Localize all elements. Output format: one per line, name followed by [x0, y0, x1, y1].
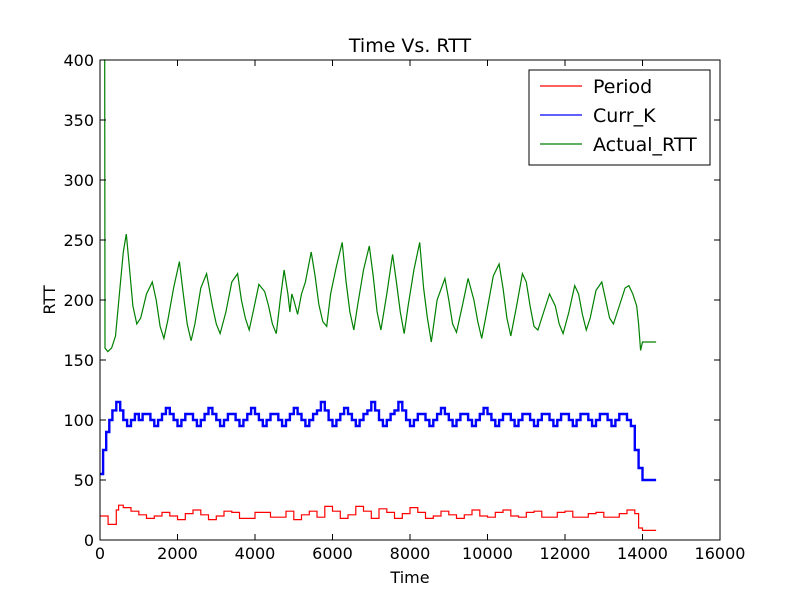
- y-tick-label: 200: [63, 291, 94, 310]
- title-group: Time Vs. RTT: [348, 35, 472, 57]
- y-tick-label: 300: [63, 171, 94, 190]
- x-tick-label: 6000: [312, 544, 353, 563]
- y-tick-label: 350: [63, 111, 94, 130]
- x-tick-label: 10000: [462, 544, 513, 563]
- y-tick-label: 250: [63, 231, 94, 250]
- x-tick-label: 2000: [157, 544, 198, 563]
- y-tick-label: 150: [63, 351, 94, 370]
- series-line-actual-rtt: [103, 59, 657, 353]
- axis-ticks: 0 2000 4000 6000 8000 10000 12000 14000 16000 0 50…: [63, 51, 745, 563]
- series-line-curr-k: [100, 400, 657, 482]
- legend: Period Curr_K Actual_RTT: [528, 69, 711, 166]
- x-tick-label: 14000: [617, 544, 668, 563]
- y-axis-label: RTT: [40, 285, 59, 314]
- x-tick-label: 4000: [235, 544, 276, 563]
- series-line-period: [100, 504, 657, 531]
- chart-title: Time Vs. RTT: [348, 35, 472, 57]
- y-tick-label: 50: [74, 471, 94, 490]
- x-tick-label: 0: [95, 544, 105, 563]
- y-tick-label: 400: [63, 51, 94, 70]
- x-tick-label: 16000: [695, 544, 746, 563]
- y-tick-label: 0: [84, 531, 94, 550]
- x-axis-label: Time: [389, 568, 429, 587]
- plot-area: [100, 59, 657, 531]
- legend-label-period: Period: [593, 76, 652, 98]
- legend-label-actual-rtt: Actual_RTT: [593, 134, 697, 156]
- y-tick-label: 100: [63, 411, 94, 430]
- legend-label-curr-k: Curr_K: [593, 105, 656, 127]
- x-tick-label: 8000: [390, 544, 431, 563]
- x-tick-label: 12000: [540, 544, 591, 563]
